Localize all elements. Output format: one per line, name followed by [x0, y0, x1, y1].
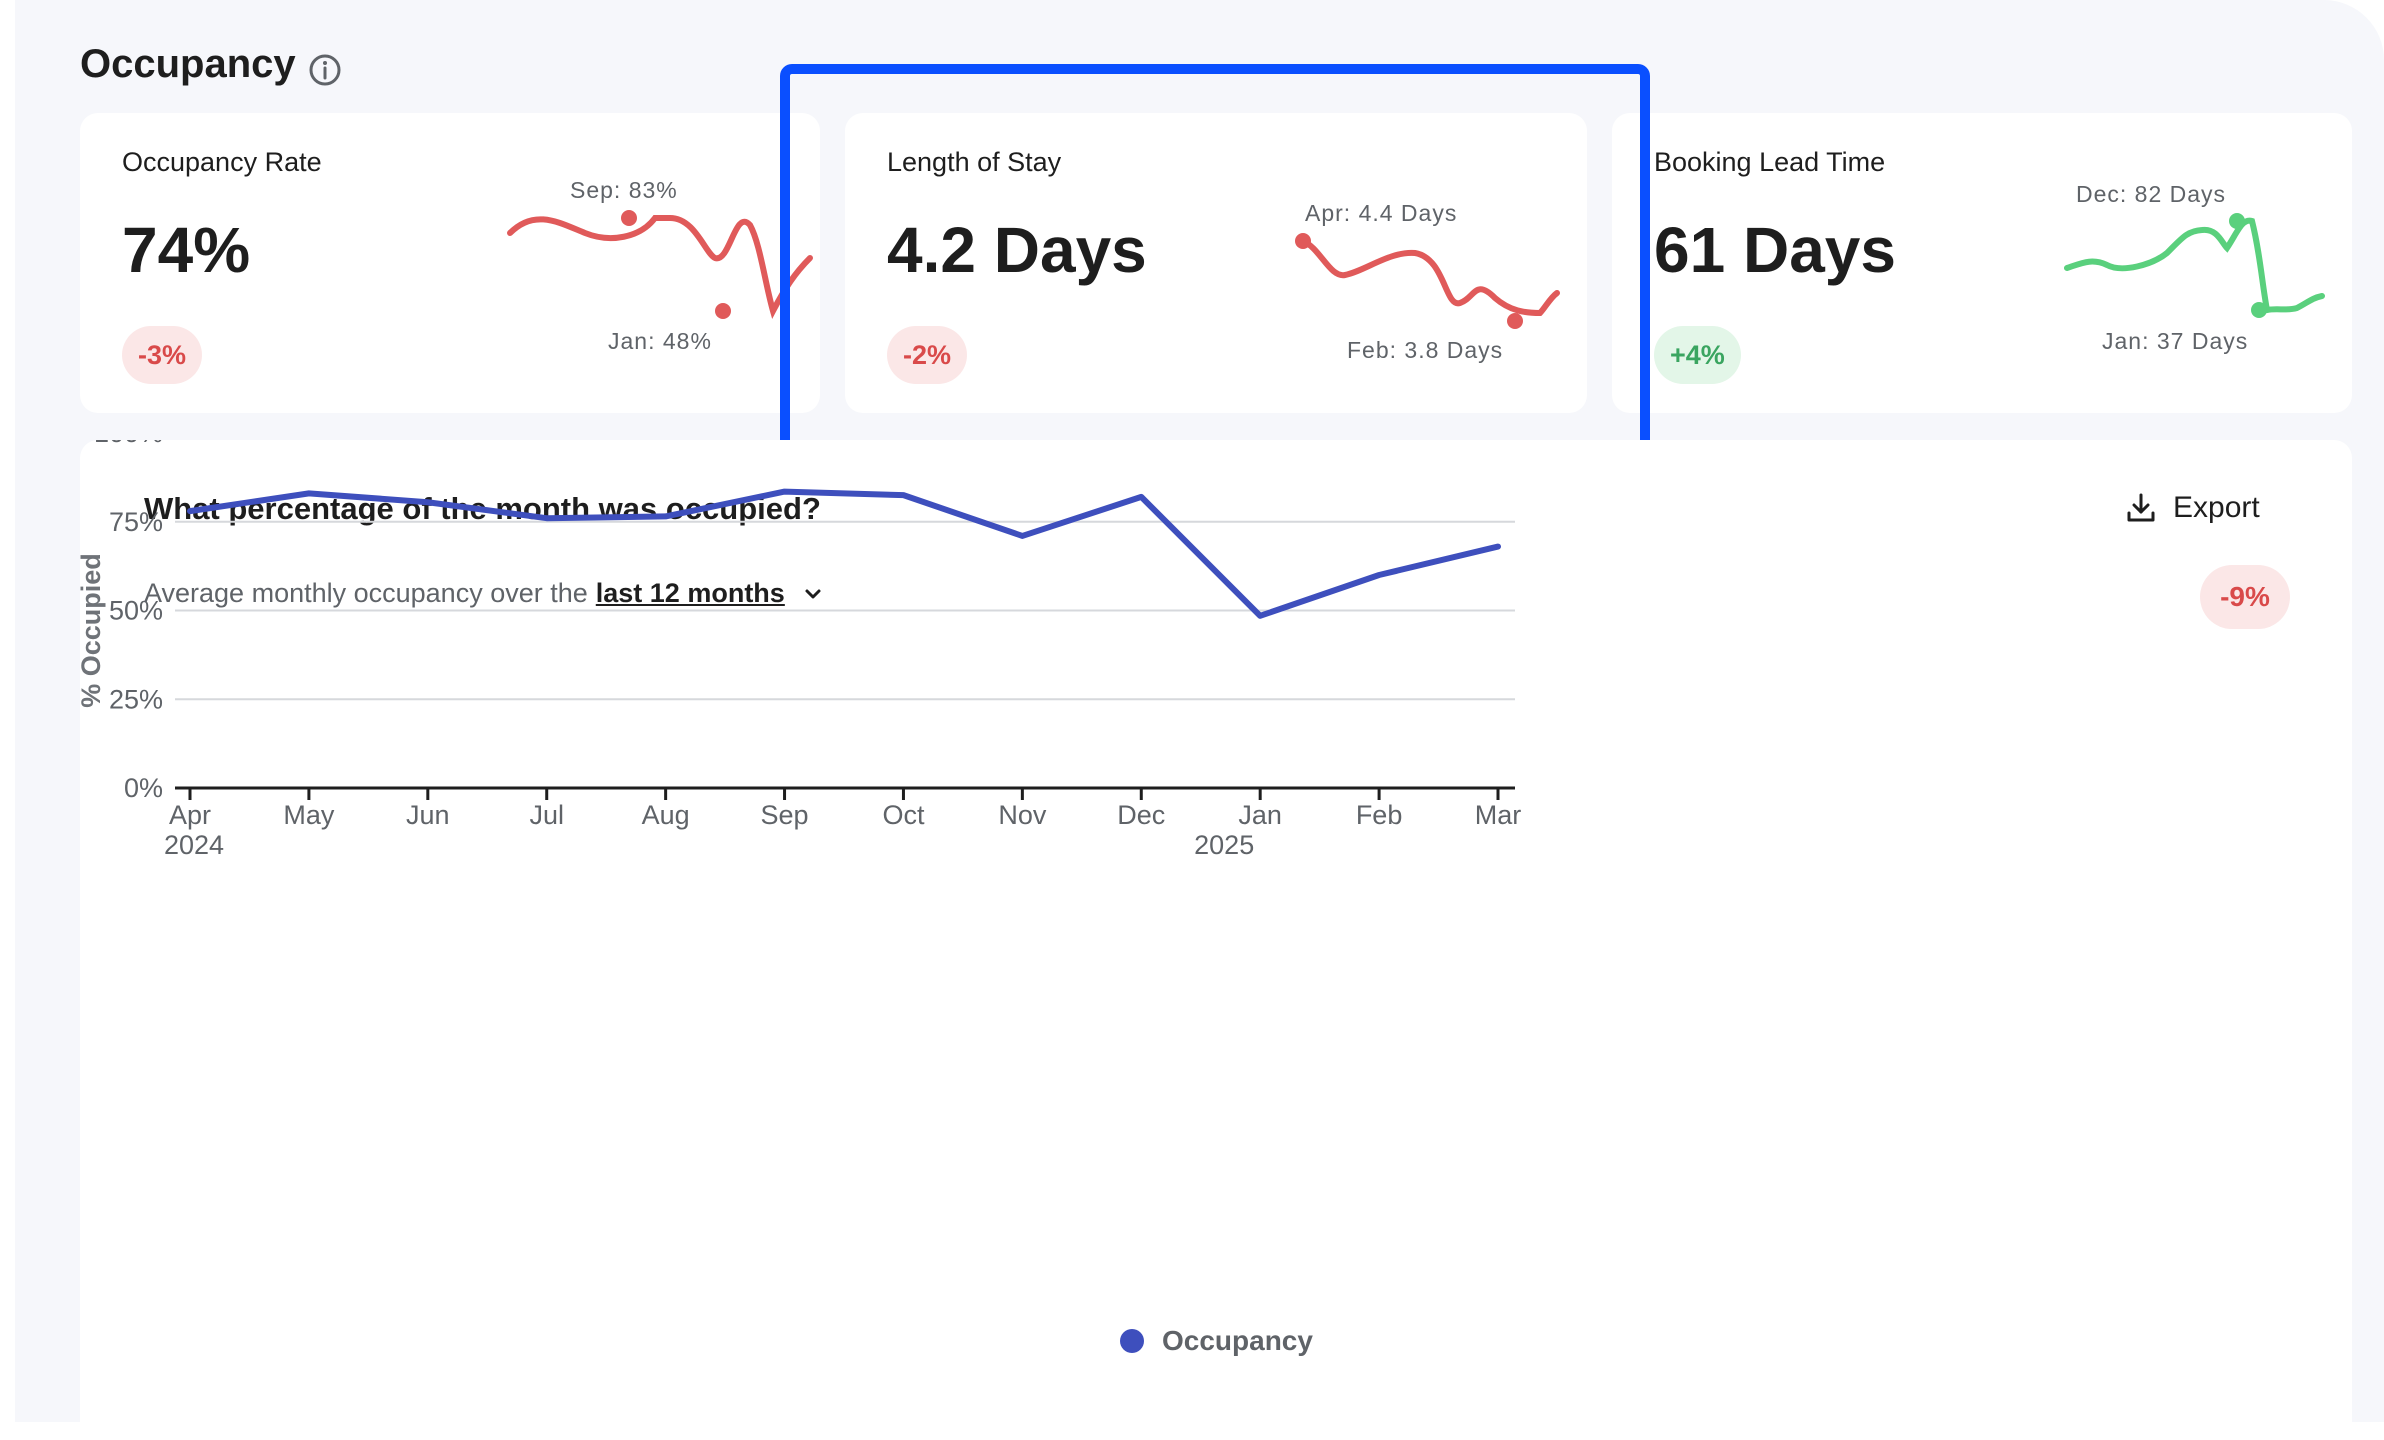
- length-of-stay-card[interactable]: Length of Stay 4.2 Days -2% Apr: 4.4 Day…: [845, 113, 1587, 413]
- card-value: 74%: [122, 214, 251, 286]
- x-tick-label: Oct: [882, 800, 925, 830]
- x-tick-label: Aug: [642, 800, 690, 830]
- y-tick-label: 25%: [109, 684, 163, 714]
- x-tick-label: Feb: [1356, 800, 1403, 830]
- x-tick-label: Nov: [998, 800, 1047, 830]
- year-label: 2025: [1194, 830, 1254, 860]
- card-value: 4.2 Days: [887, 214, 1147, 286]
- spark-high-label: Apr: 4.4 Days: [1305, 200, 1457, 226]
- spark-high-label: Sep: 83%: [570, 177, 678, 203]
- occupancy-rate-card[interactable]: Occupancy Rate 74% -3% Sep: 83% Jan: 48%: [80, 113, 820, 413]
- chart-subtitle: Average monthly occupancy over the last …: [144, 578, 827, 609]
- occupancy-chart-card: What percentage of the month was occupie…: [80, 440, 2352, 1440]
- legend-dot: [1120, 1329, 1144, 1353]
- legend-label: Occupancy: [1162, 1325, 1313, 1356]
- card-value: 61 Days: [1654, 214, 1896, 286]
- selection-highlight: [780, 64, 1650, 477]
- length-of-stay-sparkline: Apr: 4.4 Days Feb: 3.8 Days: [1295, 200, 1560, 363]
- card-title: Booking Lead Time: [1654, 147, 1886, 177]
- year-label: 2024: [164, 830, 224, 860]
- x-tick-label: Jan: [1238, 800, 1282, 830]
- chart-delta-badge: -9%: [2200, 565, 2290, 629]
- card-title: Length of Stay: [887, 147, 1062, 177]
- y-axis-label: % Occupied: [80, 553, 106, 708]
- x-tick-label: Dec: [1117, 800, 1165, 830]
- spark-low-point: [2251, 302, 2267, 318]
- booking-lead-time-card[interactable]: Booking Lead Time 61 Days +4% Dec: 82 Da…: [1612, 113, 2352, 413]
- subtitle-prefix: Average monthly occupancy over the: [144, 578, 588, 608]
- spark-high-point: [621, 210, 637, 226]
- x-tick-label: Apr: [169, 800, 211, 830]
- spark-high-point: [1295, 233, 1311, 249]
- spark-low-label: Jan: 48%: [608, 328, 712, 354]
- range-selector[interactable]: last 12 months: [595, 578, 785, 608]
- y-tick-label: 75%: [109, 507, 163, 537]
- y-tick-label: 100%: [94, 440, 163, 448]
- spark-low-point: [1507, 313, 1523, 329]
- occupancy-sparkline: Sep: 83% Jan: 48%: [507, 177, 813, 354]
- x-tick-label: Jul: [529, 800, 564, 830]
- x-tick-label: May: [283, 800, 335, 830]
- spark-low-label: Feb: 3.8 Days: [1347, 337, 1503, 363]
- chevron-down-icon[interactable]: [799, 580, 827, 608]
- info-icon[interactable]: [308, 53, 342, 87]
- x-tick-label: Jun: [406, 800, 450, 830]
- card-title: Occupancy Rate: [122, 147, 322, 177]
- delta-badge: +4%: [1654, 326, 1741, 384]
- delta-badge: -3%: [122, 326, 203, 384]
- x-tick-label: Mar: [1475, 800, 1522, 830]
- series-line-occupancy: [187, 488, 1501, 619]
- spark-high-label: Dec: 82 Days: [2076, 181, 2226, 207]
- spark-low-point: [715, 303, 731, 319]
- spark-low-label: Jan: 37 Days: [2102, 328, 2248, 354]
- y-tick-label: 50%: [109, 596, 163, 626]
- delta-badge: -2%: [887, 326, 968, 384]
- chart-legend[interactable]: Occupancy: [1120, 1325, 1313, 1357]
- x-tick-label: Sep: [761, 800, 809, 830]
- export-button[interactable]: Export: [2125, 482, 2260, 534]
- spark-high-point: [2229, 213, 2245, 229]
- y-tick-label: 0%: [124, 773, 163, 803]
- booking-lead-time-sparkline: Dec: 82 Days Jan: 37 Days: [2064, 181, 2325, 354]
- section-title: Occupancy: [80, 42, 296, 86]
- occupancy-line-chart: 0% 25% 50% 75% 100% Apr May Jun Jul Aug Sep Oct Nov D…: [80, 440, 1522, 860]
- export-label: Export: [2173, 491, 2260, 524]
- download-icon: [2127, 493, 2155, 522]
